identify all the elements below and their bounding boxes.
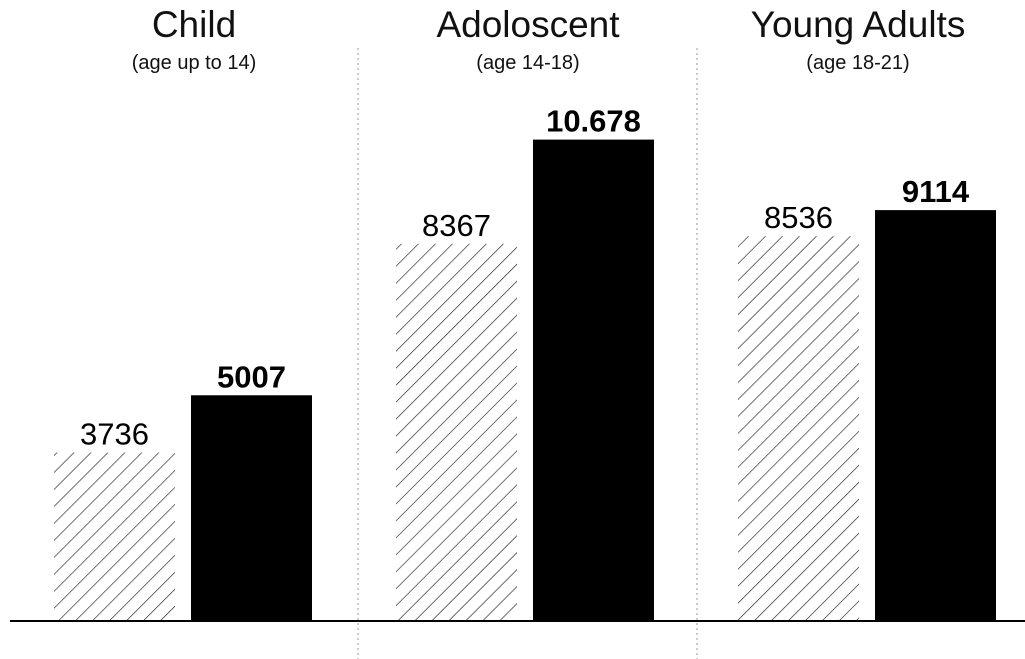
group-title-0: Child [151, 4, 237, 45]
bar-series1-0 [191, 395, 312, 621]
bar-series0-1 [396, 243, 517, 621]
group-title-1: Adoloscent [436, 4, 620, 45]
group-subtitle-1: (age 14-18) [476, 52, 580, 74]
group-title-2: Young Adults [750, 4, 966, 45]
value-label-series0-0: 3736 [80, 417, 149, 452]
value-label-series0-2: 8536 [764, 200, 833, 235]
value-label-series1-2: 9114 [902, 174, 970, 209]
group-subtitle-0: (age up to 14) [131, 52, 257, 74]
group-subtitle-2: (age 18-21) [806, 52, 910, 74]
value-label-series1-1: 10.678 [546, 104, 641, 139]
value-label-series1-0: 5007 [217, 359, 286, 394]
bar-series0-2 [738, 236, 859, 621]
value-label-series0-1: 8367 [422, 208, 491, 243]
bar-series1-1 [533, 139, 654, 622]
bar-series0-0 [54, 452, 175, 621]
bar-series1-2 [875, 210, 996, 621]
